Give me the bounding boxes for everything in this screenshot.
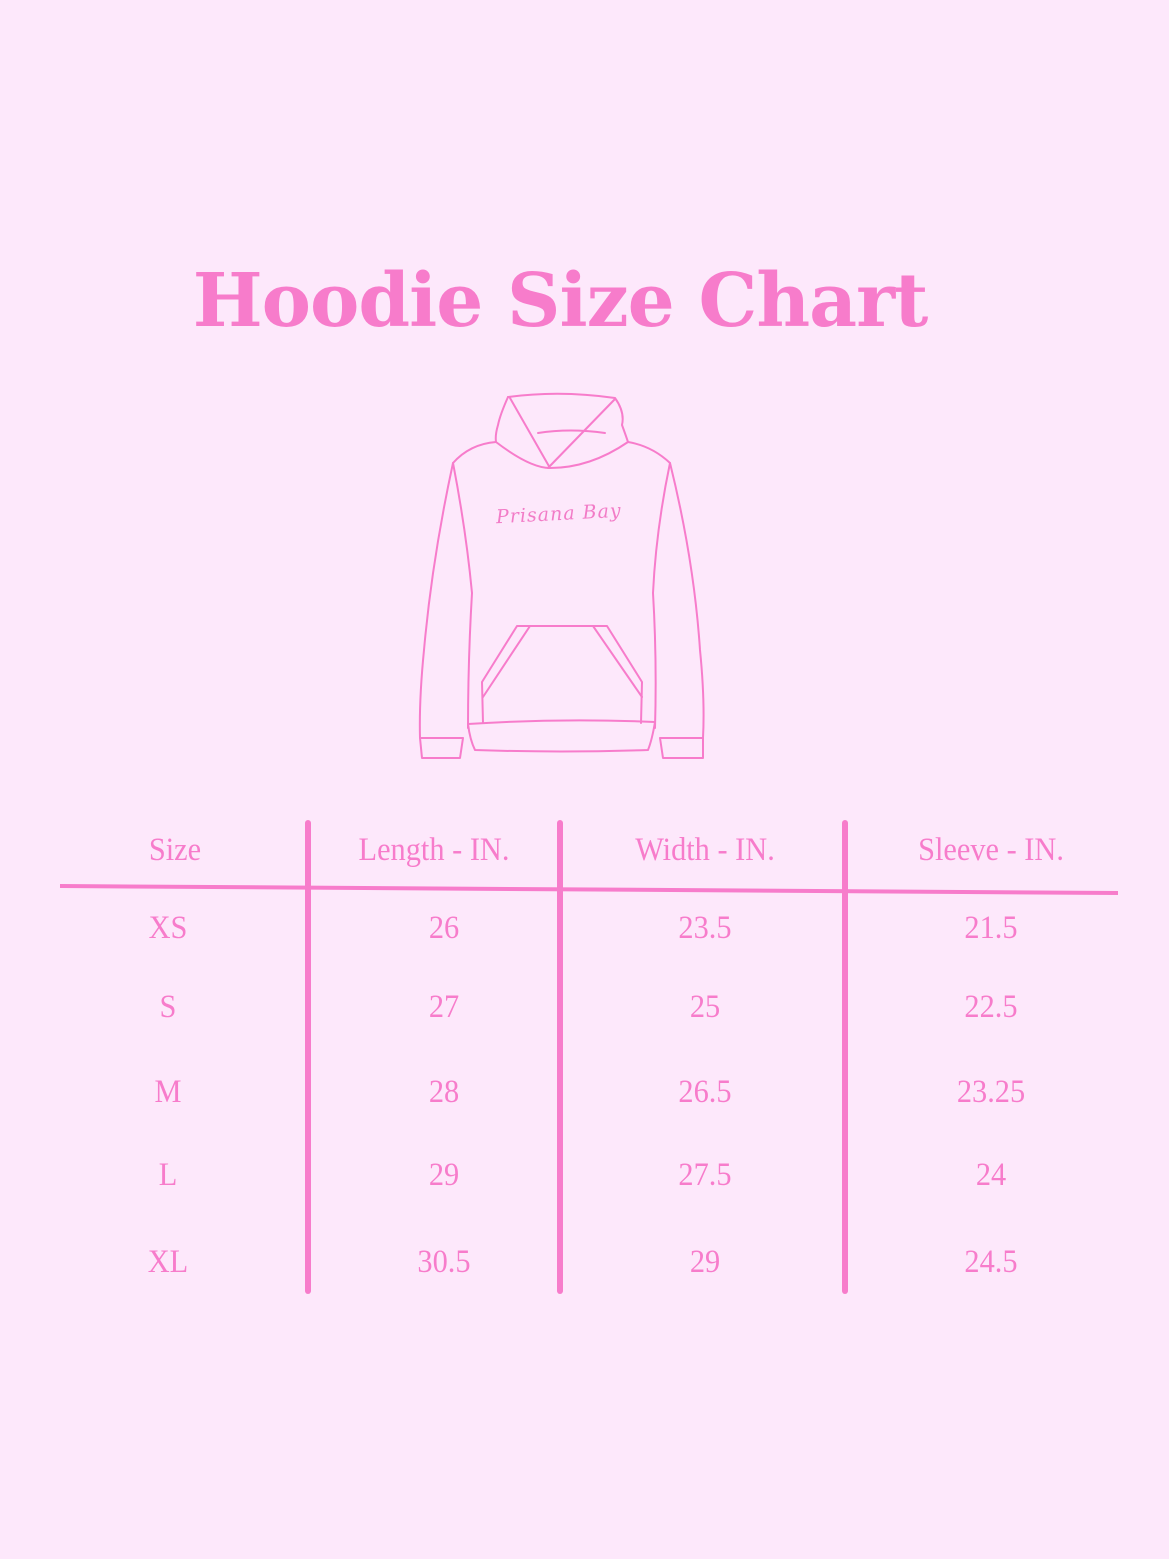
column-divider: [305, 820, 311, 1294]
header-sleeve: Sleeve - IN.: [918, 832, 1064, 868]
cell-width: 29: [689, 1244, 721, 1280]
cell-sleeve: 23.25: [956, 1074, 1026, 1110]
header-size: Size: [148, 832, 202, 868]
cell-size: L: [158, 1157, 178, 1193]
cell-size: M: [154, 1074, 182, 1110]
cell-length: 30.5: [417, 1244, 471, 1280]
cell-width: 25: [689, 989, 721, 1025]
cell-sleeve: 22.5: [964, 989, 1018, 1025]
hoodie-illustration: [418, 392, 705, 759]
cell-size: S: [159, 989, 177, 1025]
cell-sleeve: 24.5: [964, 1244, 1018, 1280]
column-divider: [842, 820, 848, 1294]
cell-width: 26.5: [678, 1074, 732, 1110]
cell-length: 28: [428, 1074, 460, 1110]
cell-sleeve: 21.5: [964, 910, 1018, 946]
cell-length: 27: [428, 989, 460, 1025]
cell-sleeve: 24: [975, 1157, 1007, 1193]
cell-length: 26: [428, 910, 460, 946]
page-title: Hoodie Size Chart: [192, 258, 929, 344]
column-divider: [557, 820, 563, 1294]
header-width: Width - IN.: [635, 832, 775, 868]
cell-width: 23.5: [678, 910, 732, 946]
header-length: Length - IN.: [358, 832, 510, 868]
cell-size: XS: [148, 910, 188, 946]
cell-length: 29: [428, 1157, 460, 1193]
cell-width: 27.5: [678, 1157, 732, 1193]
cell-size: XL: [147, 1244, 189, 1280]
